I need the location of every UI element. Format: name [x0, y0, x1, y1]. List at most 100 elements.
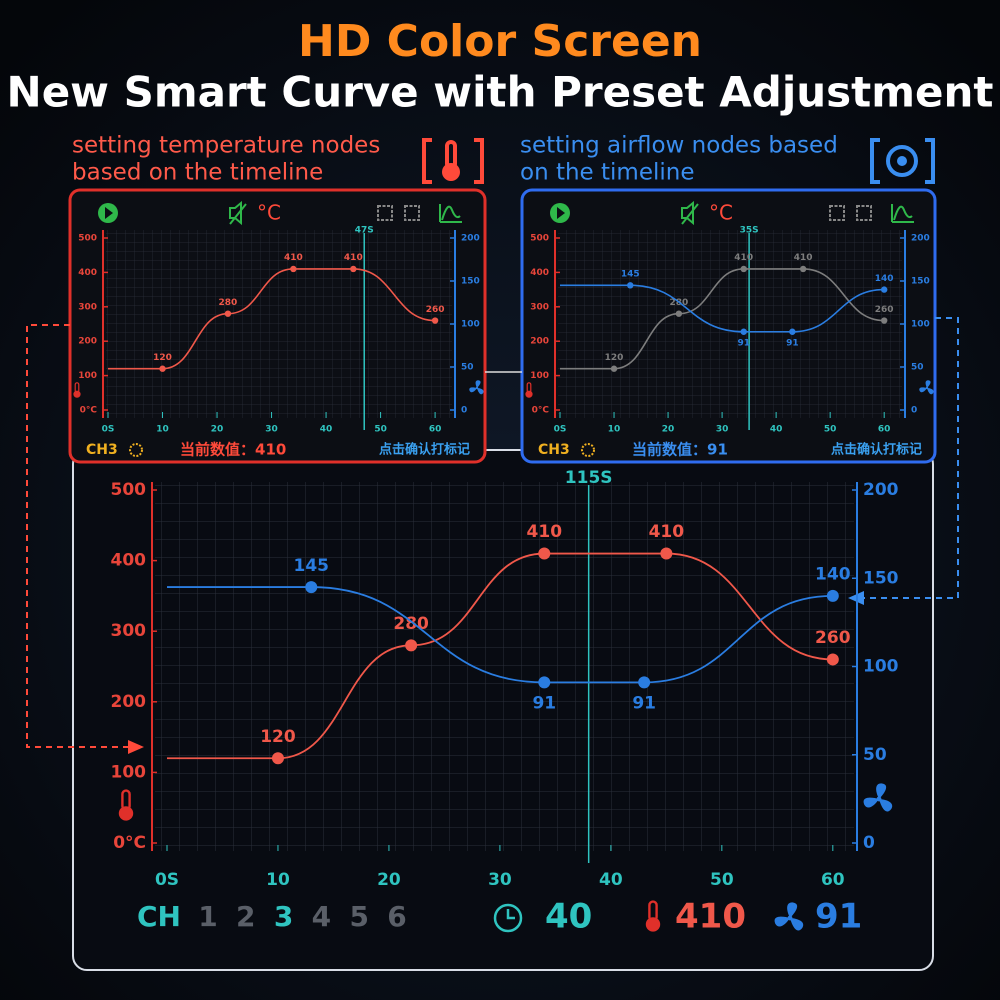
y-tick-label: 100 — [111, 762, 147, 782]
data-label: 91 — [532, 694, 556, 714]
x-tick-label: 40 — [320, 425, 333, 435]
data-label: 91 — [786, 339, 799, 349]
node — [880, 286, 888, 293]
gear-icon — [581, 443, 595, 457]
x-tick-label: 40 — [770, 425, 783, 435]
gear-icon — [129, 443, 143, 457]
action: 点击确认打标记 — [831, 442, 922, 458]
icon-part — [469, 387, 477, 393]
plot-grid — [558, 230, 902, 418]
action: 点击确认打标记 — [379, 442, 470, 458]
y-tick-label: 500 — [530, 234, 549, 244]
x-tick-label: 10 — [156, 425, 169, 435]
chip-icon — [404, 205, 420, 221]
y2-tick-label: 0 — [461, 406, 467, 416]
node — [740, 265, 747, 273]
y-tick-label: 0°C — [80, 406, 98, 416]
data-label: 260 — [426, 305, 445, 315]
x-tick-label: 20 — [662, 425, 675, 435]
y2-tick-label: 200 — [461, 234, 480, 244]
icon-part — [525, 390, 533, 398]
x-tick-label: 30 — [716, 425, 729, 435]
y2-tick-label: 150 — [911, 277, 930, 287]
icon-part — [475, 380, 481, 388]
x-tick-label: 60 — [878, 425, 891, 435]
y-tick-label: 500 — [78, 234, 97, 244]
y2-tick-label: 200 — [911, 234, 930, 244]
y2-tick-label: 100 — [461, 320, 480, 330]
fan-icon — [469, 380, 484, 395]
y2-tick-label: 150 — [863, 568, 899, 588]
icon-part — [863, 797, 879, 808]
caption: setting temperature nodes — [72, 133, 380, 159]
caption: based on the timeline — [72, 160, 323, 186]
data-label: 410 — [527, 522, 563, 542]
data-label: 410 — [734, 253, 753, 263]
node — [271, 752, 284, 765]
unit-label: °C — [257, 201, 281, 225]
channel[interactable]: 5 — [349, 900, 368, 933]
icon-part — [73, 390, 81, 398]
icon-part — [927, 388, 934, 395]
y2-tick-label: 0 — [863, 833, 875, 853]
x-tick-label: 50 — [824, 425, 837, 435]
icon-part — [876, 796, 882, 802]
thermometer-icon — [645, 900, 661, 932]
chip-icon — [377, 205, 393, 221]
icon-part — [475, 386, 479, 390]
channel[interactable]: 3 — [274, 900, 293, 933]
plot-grid — [106, 230, 452, 418]
channel[interactable]: 2 — [236, 900, 255, 933]
thermometer-icon — [118, 789, 134, 821]
title: HD Color Screen — [298, 16, 702, 67]
y-tick-label: 300 — [530, 302, 549, 312]
x-tick-label: 20 — [211, 425, 224, 435]
node — [405, 639, 418, 652]
channel[interactable]: 1 — [198, 900, 217, 933]
data-label: 140 — [815, 565, 851, 585]
data-label: 120 — [260, 727, 296, 747]
play-icon — [557, 207, 565, 219]
thermometer-icon — [525, 382, 533, 398]
data-label: 410 — [344, 253, 363, 263]
data-label: 145 — [621, 270, 640, 280]
cursor-label: 47S — [355, 226, 374, 236]
x-tick-label: 10 — [608, 425, 621, 435]
data-label: 280 — [219, 298, 238, 308]
y-tick-label: 400 — [78, 268, 97, 278]
clock-hands — [506, 909, 515, 920]
y-tick-label: 200 — [78, 337, 97, 347]
y-tick-label: 200 — [530, 337, 549, 347]
subtitle: New Smart Curve with Preset Adjustment — [7, 68, 994, 117]
y-tick-label: 500 — [111, 480, 147, 500]
icon-part — [787, 902, 798, 918]
data-label: 91 — [632, 694, 656, 714]
x-tick-label: 60 — [821, 870, 845, 890]
series-line — [630, 284, 885, 333]
y-tick-label: 100 — [530, 371, 549, 381]
channel-prefix: CH — [137, 900, 181, 933]
time-value: 40 — [545, 897, 592, 937]
data-label: 410 — [649, 522, 685, 542]
node — [826, 653, 839, 666]
node — [159, 365, 166, 372]
y-tick-label: 400 — [530, 268, 549, 278]
node — [627, 282, 634, 289]
chip-icon — [856, 205, 872, 221]
node — [880, 317, 888, 324]
node — [660, 547, 673, 560]
y-tick-label: 0°C — [113, 833, 146, 853]
data-label: 410 — [284, 253, 303, 263]
temperature-value: 410 — [675, 897, 746, 937]
curve-icon — [891, 204, 914, 223]
icon-part — [774, 916, 790, 927]
icon-part — [787, 915, 793, 921]
y2-tick-label: 150 — [461, 277, 480, 287]
reading: 当前数值：91 — [632, 441, 728, 459]
channel[interactable]: 6 — [387, 900, 406, 933]
node — [610, 365, 618, 372]
channel[interactable]: 4 — [312, 900, 331, 933]
icon-part — [879, 799, 893, 812]
